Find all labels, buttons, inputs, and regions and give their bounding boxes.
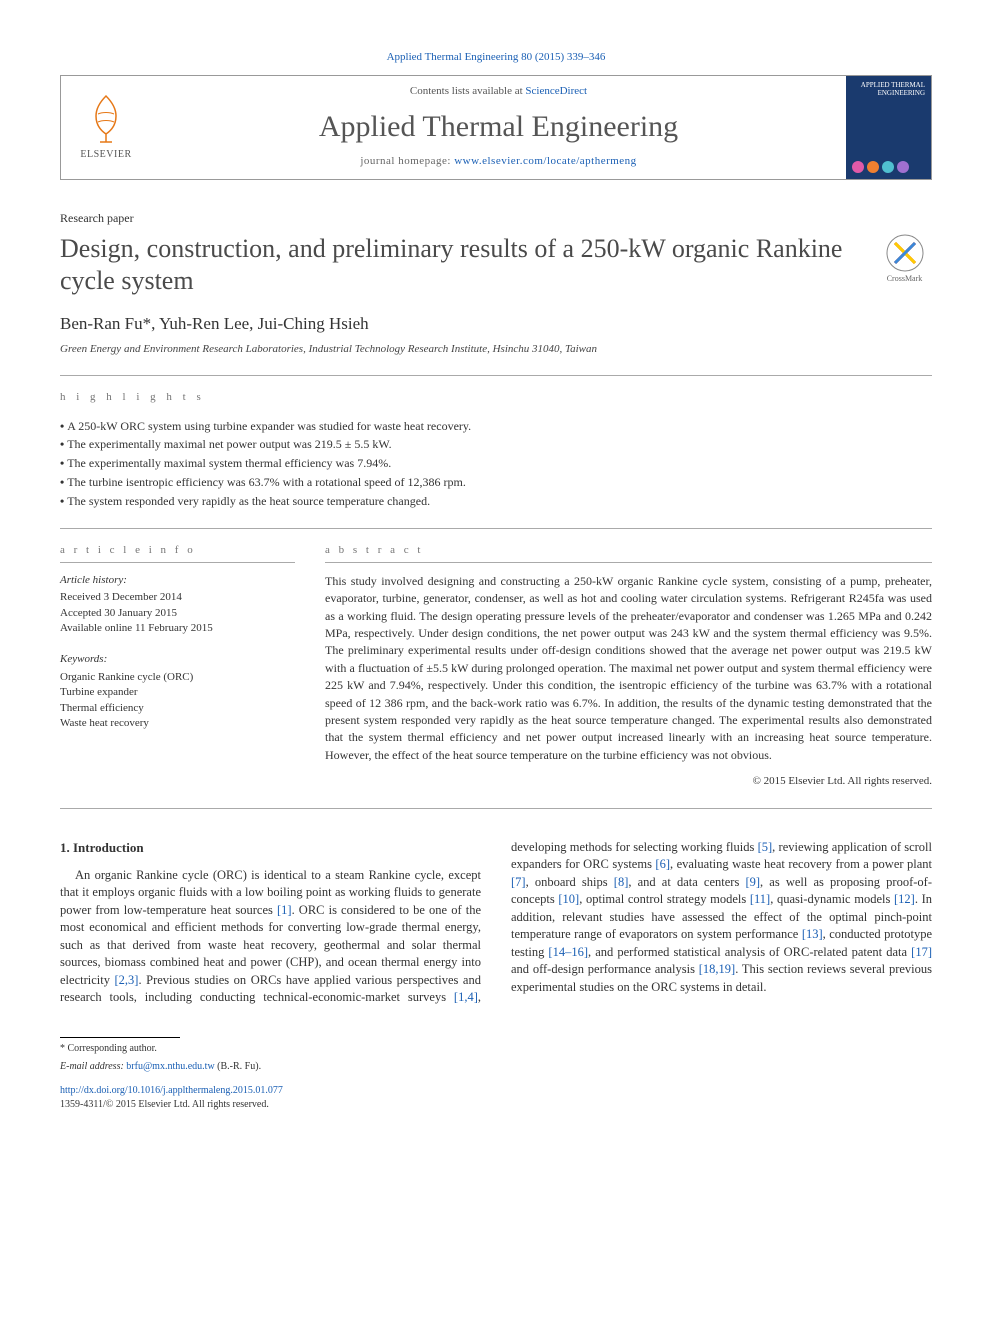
citation-link[interactable]: [18,19] bbox=[699, 962, 735, 976]
divider bbox=[60, 375, 932, 376]
citation-link[interactable]: [14–16] bbox=[548, 945, 588, 959]
history-online: Available online 11 February 2015 bbox=[60, 621, 295, 636]
corresponding-author-note: * Corresponding author. bbox=[60, 1042, 932, 1056]
body-span: , and performed statistical analysis of … bbox=[588, 945, 911, 959]
email-label: E-mail address: bbox=[60, 1061, 126, 1072]
divider bbox=[60, 528, 932, 529]
doi-block: http://dx.doi.org/10.1016/j.applthermale… bbox=[60, 1084, 932, 1112]
contents-prefix: Contents lists available at bbox=[410, 85, 525, 97]
sciencedirect-link[interactable]: ScienceDirect bbox=[525, 85, 587, 97]
citation-link[interactable]: [10] bbox=[558, 892, 579, 906]
history-accepted: Accepted 30 January 2015 bbox=[60, 606, 295, 621]
citation-link[interactable]: [7] bbox=[511, 875, 526, 889]
copyright-line: © 2015 Elsevier Ltd. All rights reserved… bbox=[325, 774, 932, 789]
article-history: Article history: Received 3 December 201… bbox=[60, 573, 295, 637]
highlight-item: The experimentally maximal system therma… bbox=[60, 455, 932, 472]
author-affiliation: Green Energy and Environment Research La… bbox=[60, 342, 932, 357]
journal-name: Applied Thermal Engineering bbox=[151, 106, 846, 148]
highlight-item: The turbine isentropic efficiency was 63… bbox=[60, 474, 932, 491]
cover-title: APPLIED THERMAL ENGINEERING bbox=[852, 82, 925, 97]
citation-link[interactable]: [9] bbox=[745, 875, 760, 889]
body-span: , quasi-dynamic models bbox=[770, 892, 894, 906]
cover-dot-icon bbox=[882, 161, 894, 173]
history-received: Received 3 December 2014 bbox=[60, 590, 295, 605]
crossmark-badge[interactable]: CrossMark bbox=[877, 233, 932, 288]
highlight-item: A 250-kW ORC system using turbine expand… bbox=[60, 418, 932, 435]
journal-homepage-link[interactable]: www.elsevier.com/locate/apthermeng bbox=[454, 155, 636, 167]
issn-copyright: 1359-4311/© 2015 Elsevier Ltd. All right… bbox=[60, 1099, 269, 1110]
crossmark-label: CrossMark bbox=[887, 273, 923, 284]
highlight-item: The experimentally maximal net power out… bbox=[60, 436, 932, 453]
doi-link[interactable]: http://dx.doi.org/10.1016/j.applthermale… bbox=[60, 1085, 283, 1096]
citation-link[interactable]: [8] bbox=[614, 875, 629, 889]
cover-dot-icon bbox=[897, 161, 909, 173]
body-span: , onboard ships bbox=[526, 875, 614, 889]
keyword-item: Waste heat recovery bbox=[60, 716, 295, 731]
keyword-item: Organic Rankine cycle (ORC) bbox=[60, 670, 295, 685]
citation-link[interactable]: [5] bbox=[758, 840, 773, 854]
footnote-rule bbox=[60, 1037, 180, 1038]
body-text: 1. Introduction An organic Rankine cycle… bbox=[60, 839, 932, 1007]
citation-link[interactable]: [6] bbox=[655, 857, 670, 871]
article-info-heading: a r t i c l e i n f o bbox=[60, 543, 295, 563]
highlight-item: The system responded very rapidly as the… bbox=[60, 493, 932, 510]
email-suffix: (B.-R. Fu). bbox=[215, 1061, 261, 1072]
highlights-heading: h i g h l i g h t s bbox=[60, 390, 932, 405]
journal-header: ELSEVIER Contents lists available at Sci… bbox=[60, 75, 932, 180]
cover-dot-icon bbox=[852, 161, 864, 173]
keywords-block: Keywords: Organic Rankine cycle (ORC) Tu… bbox=[60, 652, 295, 731]
history-label: Article history: bbox=[60, 573, 295, 588]
citation-link[interactable]: [2,3] bbox=[115, 973, 139, 987]
keyword-item: Turbine expander bbox=[60, 685, 295, 700]
citation-link[interactable]: [11] bbox=[750, 892, 770, 906]
journal-homepage-line: journal homepage: www.elsevier.com/locat… bbox=[151, 154, 846, 169]
article-type: Research paper bbox=[60, 210, 932, 227]
citation-link[interactable]: [1,4] bbox=[454, 990, 478, 1004]
author-email-link[interactable]: brfu@mx.nthu.edu.tw bbox=[126, 1061, 214, 1072]
elsevier-tree-icon bbox=[86, 94, 126, 144]
highlights-list: A 250-kW ORC system using turbine expand… bbox=[60, 418, 932, 510]
author-list: Ben-Ran Fu*, Yuh-Ren Lee, Jui-Ching Hsie… bbox=[60, 312, 932, 336]
publisher-logo: ELSEVIER bbox=[61, 76, 151, 179]
intro-paragraph: An organic Rankine cycle (ORC) is identi… bbox=[60, 839, 932, 1007]
citation-link[interactable]: [17] bbox=[911, 945, 932, 959]
body-span: , evaluating waste heat recovery from a … bbox=[670, 857, 932, 871]
email-line: E-mail address: brfu@mx.nthu.edu.tw (B.-… bbox=[60, 1060, 932, 1074]
body-span: , and at data centers bbox=[628, 875, 745, 889]
abstract-text: This study involved designing and constr… bbox=[325, 573, 932, 764]
citation-line: Applied Thermal Engineering 80 (2015) 33… bbox=[60, 50, 932, 65]
citation-link[interactable]: [13] bbox=[802, 927, 823, 941]
abstract-heading: a b s t r a c t bbox=[325, 543, 932, 563]
intro-heading: 1. Introduction bbox=[60, 839, 481, 857]
citation-link[interactable]: [1] bbox=[277, 903, 292, 917]
contents-available-line: Contents lists available at ScienceDirec… bbox=[151, 84, 846, 99]
journal-cover-thumb: APPLIED THERMAL ENGINEERING bbox=[846, 76, 931, 179]
homepage-prefix: journal homepage: bbox=[360, 155, 454, 167]
publisher-name: ELSEVIER bbox=[80, 148, 131, 162]
body-span: , optimal control strategy models bbox=[579, 892, 750, 906]
crossmark-icon bbox=[885, 233, 925, 273]
keywords-label: Keywords: bbox=[60, 652, 295, 667]
divider bbox=[60, 808, 932, 809]
citation-link[interactable]: [12] bbox=[894, 892, 915, 906]
body-span: and off-design performance analysis bbox=[511, 962, 699, 976]
article-title: Design, construction, and preliminary re… bbox=[60, 233, 857, 298]
cover-dot-icon bbox=[867, 161, 879, 173]
keyword-item: Thermal efficiency bbox=[60, 701, 295, 716]
